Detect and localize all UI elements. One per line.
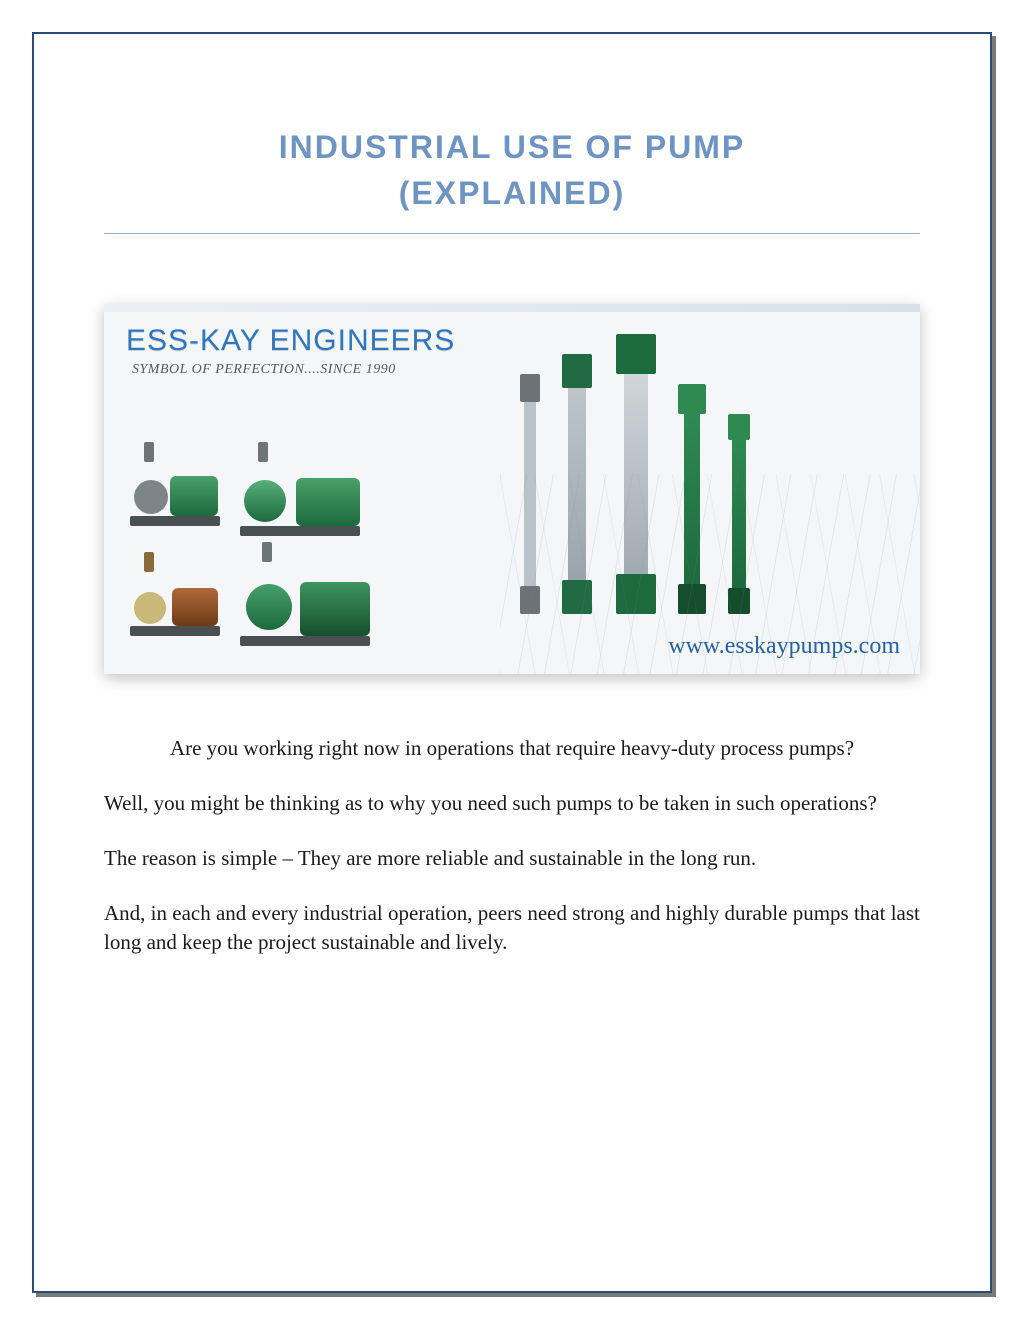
submersible-pump-group <box>520 334 780 614</box>
paragraph-3: The reason is simple – They are more rel… <box>104 844 920 873</box>
submersible-pump-icon <box>616 334 656 614</box>
hero-banner: ESS-KAY ENGINEERS SYMBOL OF PERFECTION..… <box>104 304 920 674</box>
paragraph-2: Well, you might be thinking as to why yo… <box>104 789 920 818</box>
title-line-1: INDUSTRIAL USE OF PUMP <box>279 129 746 165</box>
page-title: INDUSTRIAL USE OF PUMP (EXPLAINED) <box>112 124 912 217</box>
brand-tagline: SYMBOL OF PERFECTION....SINCE 1990 <box>132 362 396 378</box>
centrifugal-pump-icon <box>240 556 370 646</box>
page: INDUSTRIAL USE OF PUMP (EXPLAINED) ESS-K… <box>0 0 1024 1325</box>
submersible-pump-icon <box>728 414 750 614</box>
brand-name: ESS-KAY ENGINEERS <box>126 324 455 358</box>
centrifugal-pump-icon <box>240 456 360 536</box>
centrifugal-pump-icon <box>130 566 220 636</box>
body-text: Are you working right now in operations … <box>104 734 920 957</box>
paragraph-intro: Are you working right now in operations … <box>104 734 920 763</box>
page-border-frame: INDUSTRIAL USE OF PUMP (EXPLAINED) ESS-K… <box>32 32 992 1293</box>
centrifugal-pump-icon <box>130 456 220 526</box>
submersible-pump-icon <box>520 374 540 614</box>
centrifugal-pump-group <box>130 456 420 656</box>
hero-accent-bar <box>104 304 920 312</box>
submersible-pump-icon <box>678 384 706 614</box>
title-block: INDUSTRIAL USE OF PUMP (EXPLAINED) <box>104 124 920 234</box>
submersible-pump-icon <box>562 354 592 614</box>
brand-url: www.esskaypumps.com <box>668 633 900 660</box>
title-line-2: (EXPLAINED) <box>399 175 625 211</box>
paragraph-4: And, in each and every industrial operat… <box>104 899 920 957</box>
